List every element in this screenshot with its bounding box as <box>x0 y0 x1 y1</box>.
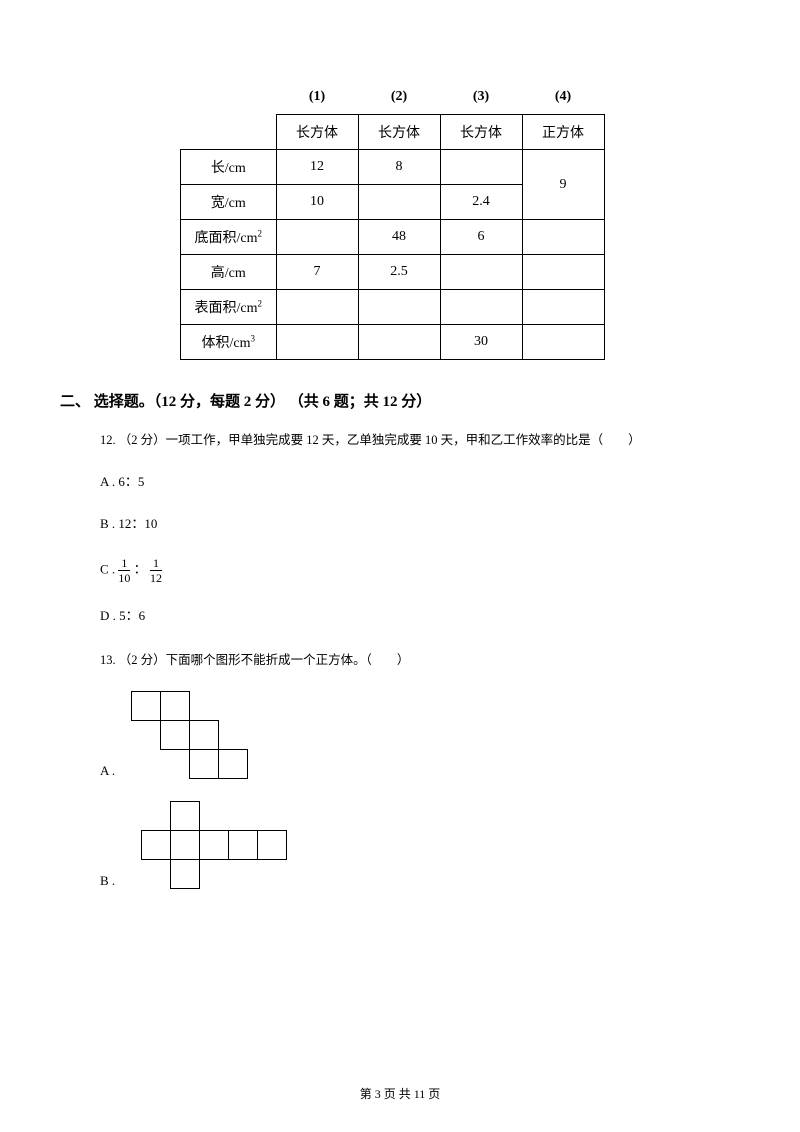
cell <box>522 325 604 360</box>
q12-text: 12. （2 分）一项工作，甲单独完成要 12 天，乙单独完成要 10 天，甲和… <box>100 429 740 452</box>
q12-optB: B . 12：10 <box>100 514 740 535</box>
cell <box>522 255 604 290</box>
fraction-icon: 110 <box>118 557 130 584</box>
section-2-title: 二、 选择题。（12 分，每题 2 分） （共 6 题；共 12 分） <box>60 390 740 411</box>
cell <box>358 325 440 360</box>
cell: 48 <box>358 220 440 255</box>
q13-optB: B . <box>100 801 740 889</box>
fraction-icon: 112 <box>150 557 162 584</box>
page-footer: 第 3 页 共 11 页 <box>0 1085 800 1102</box>
cell: 7 <box>276 255 358 290</box>
cell <box>522 220 604 255</box>
row-basearea-label: 底面积/cm2 <box>181 220 277 255</box>
cell: 30 <box>440 325 522 360</box>
q13-text: 13. （2 分）下面哪个图形不能折成一个正方体。（ ） <box>100 649 740 672</box>
col-hdr-1: (1) <box>276 80 358 115</box>
row-len-label: 长/cm <box>181 150 277 185</box>
cell <box>440 290 522 325</box>
shape-1: 长方体 <box>276 115 358 150</box>
cell: 12 <box>276 150 358 185</box>
col-hdr-4: (4) <box>522 80 604 115</box>
page: (1) (2) (3) (4) 长方体 长方体 长方体 正方体 长/cm 12 … <box>0 0 800 1132</box>
q12-optC: C . 110 ： 112 <box>100 557 740 584</box>
table-blank <box>181 80 277 115</box>
shape-2: 长方体 <box>358 115 440 150</box>
q12-optA: A . 6：5 <box>100 472 740 493</box>
q12-options: A . 6：5 B . 12：10 C . 110 ： 112 D . 5：6 <box>100 472 740 627</box>
shape-3: 长方体 <box>440 115 522 150</box>
cell: 2.4 <box>440 185 522 220</box>
cell <box>276 290 358 325</box>
cube-net-a-icon <box>131 691 248 779</box>
cell: 10 <box>276 185 358 220</box>
geometry-table: (1) (2) (3) (4) 长方体 长方体 长方体 正方体 长/cm 12 … <box>180 80 605 360</box>
row-width-label: 宽/cm <box>181 185 277 220</box>
row-surfarea-label: 表面积/cm2 <box>181 290 277 325</box>
row-height-label: 高/cm <box>181 255 277 290</box>
col-hdr-2: (2) <box>358 80 440 115</box>
cube-net-b-icon <box>131 801 287 889</box>
cell-merged-9: 9 <box>522 150 604 220</box>
cell <box>440 150 522 185</box>
cell <box>440 255 522 290</box>
col-hdr-3: (3) <box>440 80 522 115</box>
cell <box>522 290 604 325</box>
cell <box>358 185 440 220</box>
row-vol-label: 体积/cm3 <box>181 325 277 360</box>
shape-4: 正方体 <box>522 115 604 150</box>
table-blank2 <box>181 115 277 150</box>
cell <box>276 220 358 255</box>
cell: 6 <box>440 220 522 255</box>
q13-optA: A . <box>100 691 740 779</box>
cell <box>358 290 440 325</box>
cell: 2.5 <box>358 255 440 290</box>
cell: 8 <box>358 150 440 185</box>
cell <box>276 325 358 360</box>
q12-optD: D . 5：6 <box>100 606 740 627</box>
